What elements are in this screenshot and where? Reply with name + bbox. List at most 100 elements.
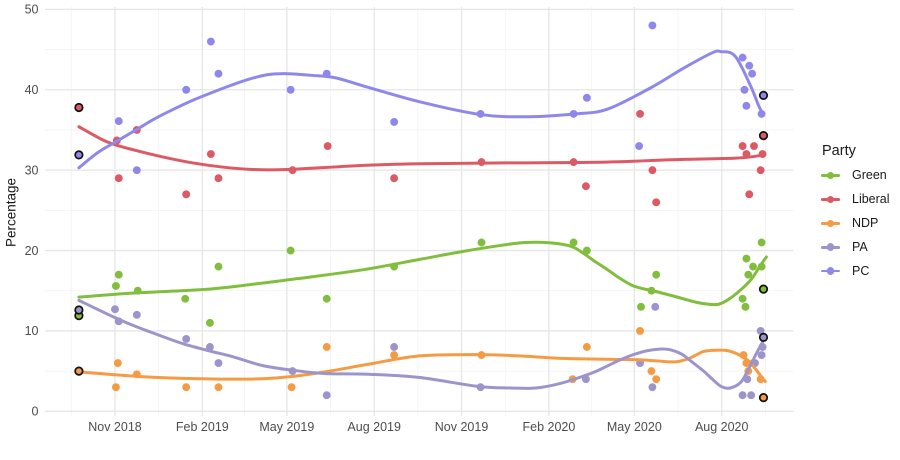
- trend-curve-pa: [77, 298, 765, 390]
- poll-point-pa: [738, 391, 747, 400]
- poll-point-ndp: [111, 383, 120, 392]
- poll-point-pa: [390, 343, 399, 351]
- poll-point-green: [477, 238, 486, 247]
- poll-point-ndp: [390, 351, 399, 359]
- election-point-green: [758, 284, 769, 294]
- poll-point-liberal: [745, 190, 754, 199]
- poll-point-pa: [111, 305, 119, 314]
- poll-point-liberal: [738, 142, 747, 150]
- poll-point-pc: [738, 53, 747, 62]
- election-point-liberal: [758, 130, 769, 141]
- y-tick-label: 30: [25, 163, 39, 177]
- poll-point-pc: [132, 166, 141, 175]
- poll-point-pc: [742, 101, 751, 110]
- poll-point-liberal: [182, 190, 191, 199]
- poll-point-ndp: [582, 343, 591, 351]
- legend-item-pc: PC: [821, 259, 890, 283]
- election-point-ndp: [74, 366, 84, 376]
- legend-key-dot: [826, 171, 835, 180]
- poll-point-pc: [745, 61, 754, 70]
- legend-key-icon: [821, 215, 840, 232]
- x-tick-label: May 2020: [607, 420, 662, 434]
- legend-item-label: Liberal: [852, 192, 890, 207]
- election-point-pc: [758, 90, 769, 101]
- poll-point-green: [744, 270, 753, 279]
- poll-point-pc: [582, 93, 591, 102]
- legend-item-liberal: Liberal: [821, 187, 890, 211]
- election-points: [74, 90, 769, 403]
- legend-item-ndp: NDP: [821, 211, 890, 235]
- poll-point-pa: [651, 302, 660, 311]
- poll-point-green: [742, 254, 751, 263]
- poll-point-liberal: [648, 166, 657, 175]
- poll-point-liberal: [636, 109, 645, 118]
- poll-point-green: [582, 246, 591, 255]
- x-tick-label: Feb 2019: [176, 420, 229, 434]
- poll-point-liberal: [652, 198, 661, 207]
- poll-point-pa: [322, 391, 331, 400]
- poll-point-green: [637, 302, 645, 311]
- trend-curve-green: [77, 240, 768, 307]
- poll-point-green: [749, 262, 757, 271]
- election-point-pc: [74, 150, 84, 160]
- poll-point-liberal: [323, 142, 332, 150]
- election-point-liberal: [74, 102, 84, 113]
- legend-key-icon: [821, 239, 840, 256]
- poll-point-green: [114, 270, 123, 279]
- poll-point-ndp: [647, 367, 656, 376]
- y-tick-label: 50: [25, 3, 39, 17]
- poll-point-pa: [747, 391, 756, 400]
- legend-key-dot: [826, 195, 835, 204]
- poll-point-green: [322, 294, 331, 303]
- legend-key-icon: [821, 167, 840, 184]
- y-tick-label: 40: [25, 83, 39, 97]
- poll-point-green: [652, 270, 661, 279]
- poll-point-green: [181, 294, 190, 303]
- poll-point-green: [286, 246, 295, 255]
- y-tick-labels: 0 10 20 30 40 50: [25, 3, 39, 419]
- poll-point-ndp: [322, 343, 331, 351]
- legend-item-green: Green: [821, 164, 890, 188]
- x-tick-labels: Nov 2018 Feb 2019 May 2019 Aug 2019 Nov 2019…: [88, 420, 748, 434]
- legend: Party Green Liberal NDP PA PC: [821, 143, 890, 283]
- x-tick-label: Nov 2018: [88, 420, 142, 434]
- legend-key-dot: [826, 267, 835, 275]
- legend-item-pa: PA: [821, 235, 890, 259]
- poll-point-liberal: [581, 182, 590, 191]
- trend-curves: [77, 49, 768, 390]
- x-tick-label: Aug 2019: [347, 420, 401, 434]
- poll-point-pc: [740, 85, 749, 94]
- poll-point-green: [214, 262, 223, 271]
- poll-point-pc: [114, 117, 123, 126]
- poll-point-pc: [214, 69, 223, 78]
- poll-point-ndp: [113, 359, 122, 368]
- poll-point-pa: [182, 335, 191, 343]
- poll-point-pc: [648, 21, 657, 30]
- election-point-ndp: [758, 393, 769, 403]
- poll-point-pc: [635, 142, 644, 150]
- poll-point-liberal: [390, 174, 399, 183]
- y-tick-label: 10: [25, 324, 39, 338]
- poll-point-pa: [132, 310, 141, 319]
- election-point-pa: [74, 305, 84, 315]
- election-point-pa: [758, 332, 769, 342]
- poll-point-ndp: [182, 383, 191, 392]
- poll-point-ndp: [214, 383, 223, 392]
- y-tick-label: 0: [32, 405, 39, 419]
- poll-point-pc: [206, 37, 215, 46]
- x-tick-label: Nov 2019: [435, 420, 489, 434]
- legend-item-label: Green: [852, 168, 887, 183]
- poll-point-liberal: [756, 166, 765, 175]
- y-tick-label: 20: [25, 244, 39, 258]
- legend-key-icon: [821, 263, 840, 280]
- poll-point-green: [205, 318, 214, 327]
- poll-point-pa: [214, 359, 223, 368]
- poll-point-green: [741, 302, 750, 311]
- poll-point-ndp: [652, 375, 661, 384]
- legend-item-label: NDP: [852, 216, 879, 231]
- poll-point-green: [569, 238, 578, 247]
- poll-point-green: [757, 238, 766, 247]
- poll-point-pa: [648, 383, 657, 392]
